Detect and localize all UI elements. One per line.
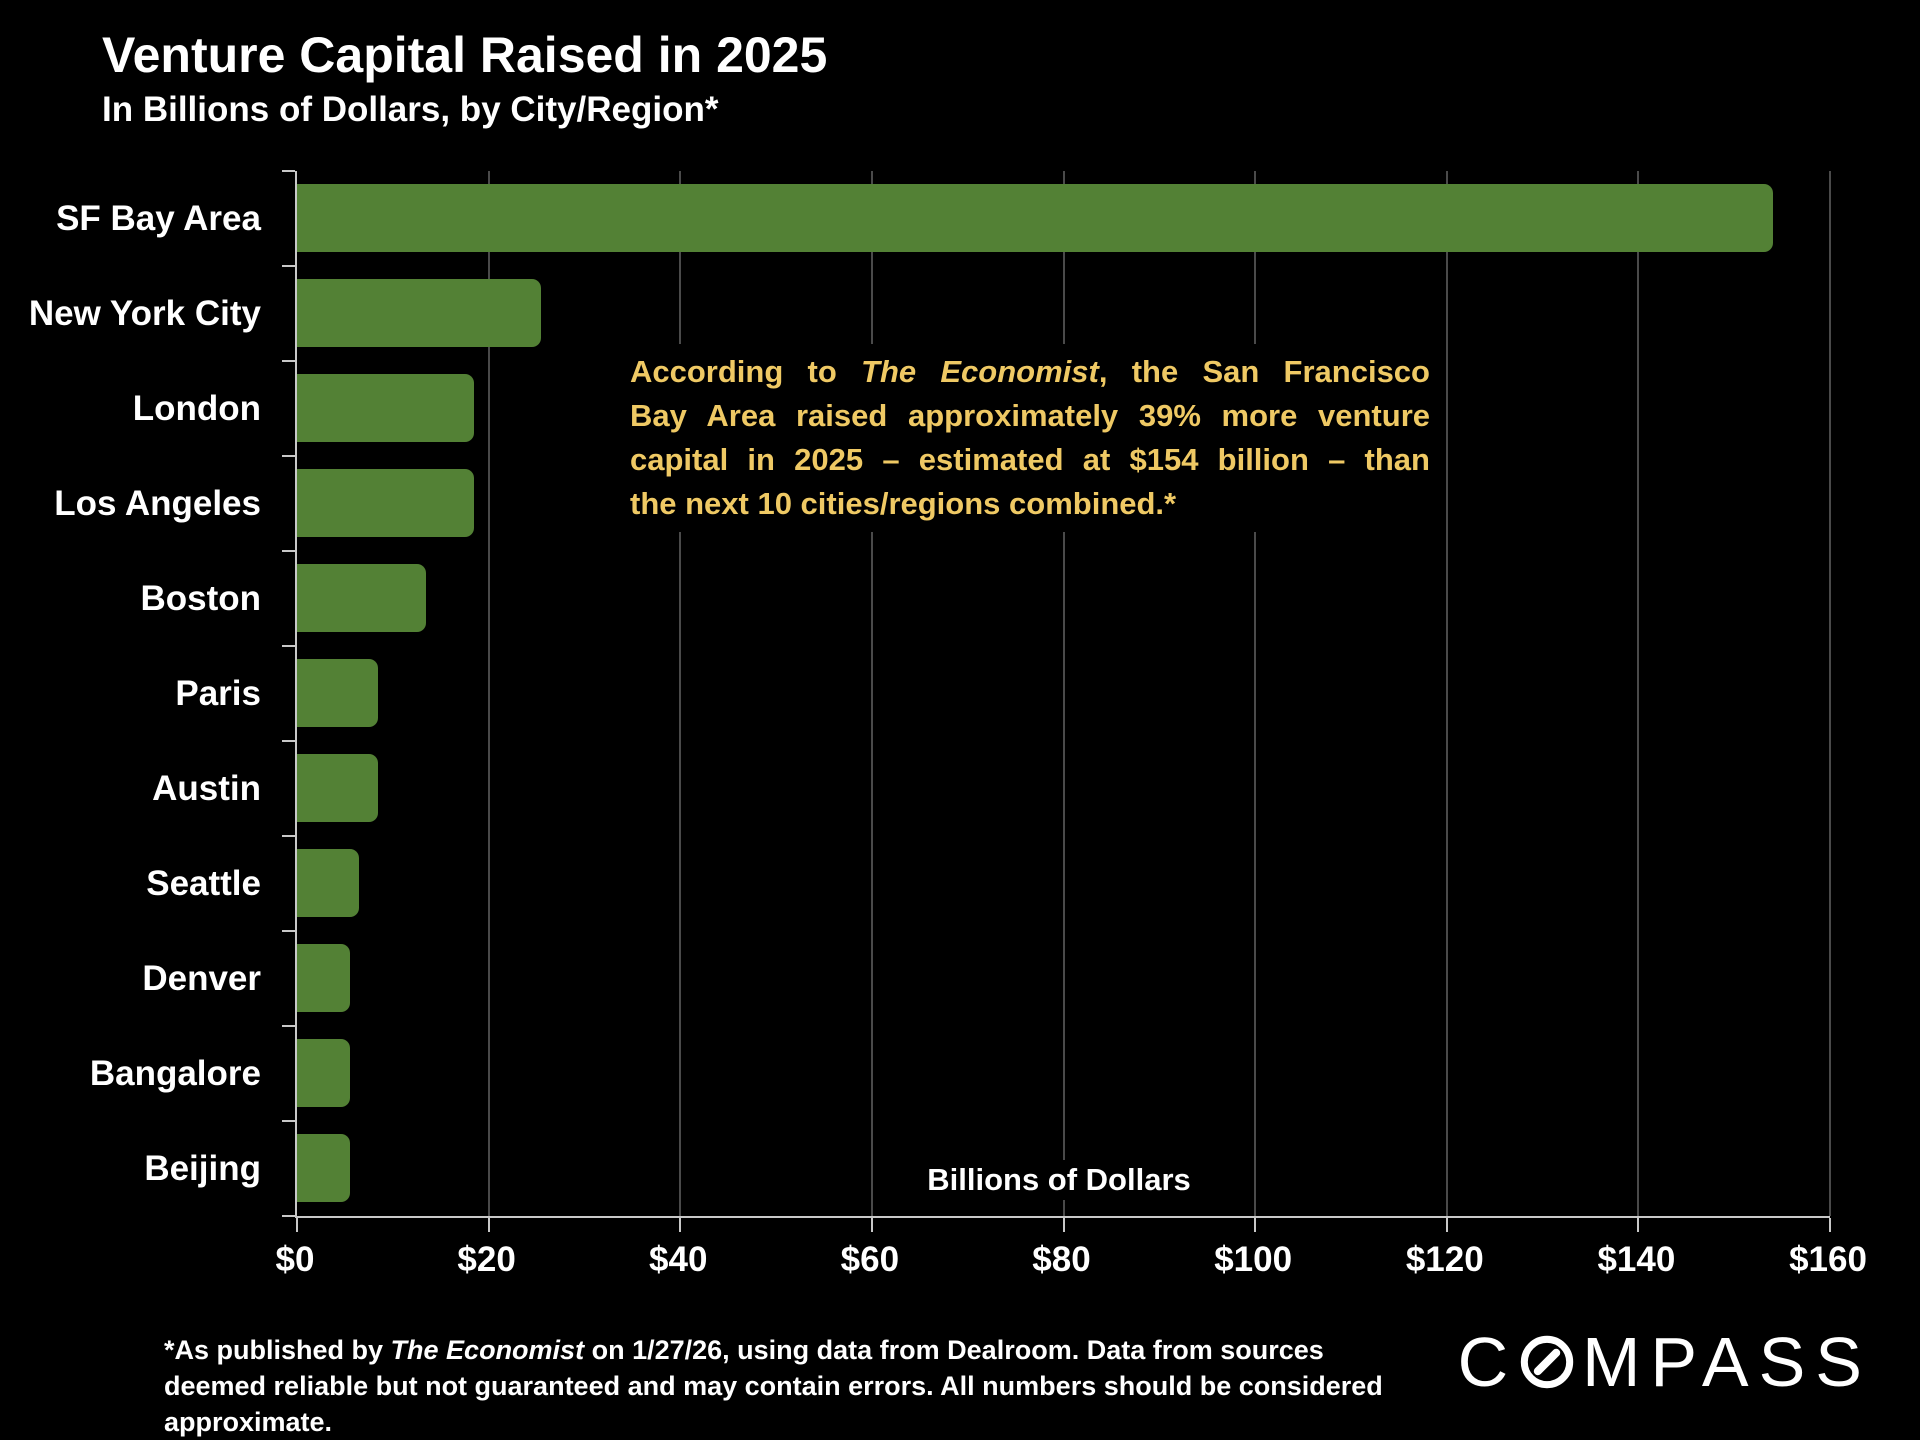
- y-axis-tick: [282, 835, 295, 837]
- category-label-seattle: Seattle: [146, 863, 261, 903]
- bar-denver: [297, 944, 350, 1012]
- x-tick-label-160: $160: [1789, 1240, 1867, 1279]
- x-tick-label-0: $0: [275, 1240, 315, 1279]
- bar-paris: [297, 659, 379, 727]
- category-label-los-angeles: Los Angeles: [54, 483, 261, 523]
- category-label-austin: Austin: [152, 768, 261, 808]
- x-axis-tick: [679, 1218, 682, 1232]
- category-label-beijing: Beijing: [144, 1148, 261, 1188]
- x-tick-label-80: $80: [1032, 1240, 1091, 1279]
- annotation-box: According to The Economist, the San Fran…: [622, 344, 1438, 532]
- bar-austin: [297, 754, 379, 822]
- bar-bangalore: [297, 1039, 350, 1107]
- category-label-boston: Boston: [140, 578, 261, 618]
- x-axis-tick: [487, 1218, 490, 1232]
- annotation-line-4: the next 10 cities/regions combined.*: [630, 486, 1177, 521]
- annotation-text: , the San Francisco: [1098, 354, 1430, 389]
- category-label-paris: Paris: [175, 673, 261, 713]
- y-axis-tick: [282, 550, 295, 552]
- y-axis-tick: [282, 1025, 295, 1027]
- bar-new-york-city: [297, 279, 542, 347]
- category-label-new-york-city: New York City: [28, 293, 261, 333]
- footnote-text: on 1/27/26, using data from Dealroom. Da…: [164, 1335, 1383, 1437]
- gridline-80: [1062, 171, 1065, 1216]
- x-axis-tick: [1062, 1218, 1065, 1232]
- y-axis-tick: [282, 930, 295, 932]
- x-axis-tick-labels: $0 $20 $40 $60 $80 $100 $120 $140 $160: [276, 1240, 1867, 1290]
- x-axis-tick: [1637, 1218, 1640, 1232]
- logo-letters-mpass: MPASS: [1582, 1323, 1872, 1401]
- compass-o-icon: [1520, 1335, 1574, 1389]
- bar-sf-bay-area: [297, 184, 1773, 252]
- x-tick-label-100: $100: [1214, 1240, 1293, 1279]
- y-axis-tick: [282, 360, 295, 362]
- y-axis-tick: [282, 265, 295, 267]
- chart-title: Venture Capital Raised in 2025: [102, 27, 828, 83]
- gridline-60: [870, 171, 873, 1216]
- category-label-denver: Denver: [142, 958, 261, 998]
- y-axis-tick: [282, 740, 295, 742]
- x-tick-label-40: $40: [649, 1240, 708, 1279]
- gridline-40: [679, 171, 682, 1216]
- annotation-line-1: According to The Economist, the San Fran…: [630, 350, 1430, 394]
- gridline-20: [487, 171, 490, 1216]
- x-axis-tick: [870, 1218, 873, 1232]
- x-tick-label-120: $120: [1405, 1240, 1484, 1279]
- y-axis-tick: [282, 1215, 295, 1217]
- annotation-text: According to: [630, 354, 862, 389]
- x-axis-tick: [296, 1218, 298, 1232]
- category-label-bangalore: Bangalore: [89, 1053, 261, 1093]
- category-axis-labels: SF Bay Area New York City London Los Angele…: [0, 171, 261, 1216]
- gridline-120: [1445, 171, 1448, 1216]
- bar-seattle: [297, 849, 360, 917]
- bar-boston: [297, 564, 427, 632]
- annotation-line-2: Bay Area raised approximately 39% more v…: [630, 398, 1430, 433]
- footnote: *As published by The Economist on 1/27/2…: [164, 1332, 1424, 1440]
- x-tick-label-60: $60: [840, 1240, 900, 1279]
- plot-area: Billions of Dollars: [282, 170, 1831, 1232]
- gridline-140: [1637, 171, 1640, 1216]
- chart-subtitle: In Billions of Dollars, by City/Region*: [102, 90, 719, 129]
- x-tick-label-140: $140: [1597, 1240, 1676, 1279]
- y-axis-tick: [282, 645, 295, 647]
- y-axis-tick: [282, 170, 295, 172]
- footnote-text: *As published by: [164, 1335, 391, 1365]
- logo-letter-c: C: [1457, 1323, 1519, 1401]
- x-axis-tick: [1829, 1218, 1831, 1232]
- x-axis-title: Billions of Dollars: [913, 1160, 1205, 1200]
- bar-beijing: [297, 1134, 350, 1202]
- bar-london: [297, 374, 475, 442]
- gridline-100: [1254, 171, 1257, 1216]
- y-axis-tick: [282, 1120, 295, 1122]
- annotation-source-italic: The Economist: [861, 354, 1099, 389]
- compass-logo: C MPASS: [1458, 1322, 1872, 1402]
- footnote-source-italic: The Economist: [390, 1335, 585, 1365]
- x-tick-label-20: $20: [457, 1240, 516, 1279]
- bar-los-angeles: [297, 469, 475, 537]
- gridline-160: [1829, 171, 1831, 1216]
- x-axis-tick: [1254, 1218, 1257, 1232]
- x-axis-tick: [1445, 1218, 1448, 1232]
- category-label-sf-bay-area: SF Bay Area: [56, 198, 261, 238]
- y-axis-tick: [282, 455, 295, 457]
- annotation-line-3: capital in 2025 – estimated at $154 bill…: [630, 442, 1430, 477]
- category-label-london: London: [132, 388, 261, 428]
